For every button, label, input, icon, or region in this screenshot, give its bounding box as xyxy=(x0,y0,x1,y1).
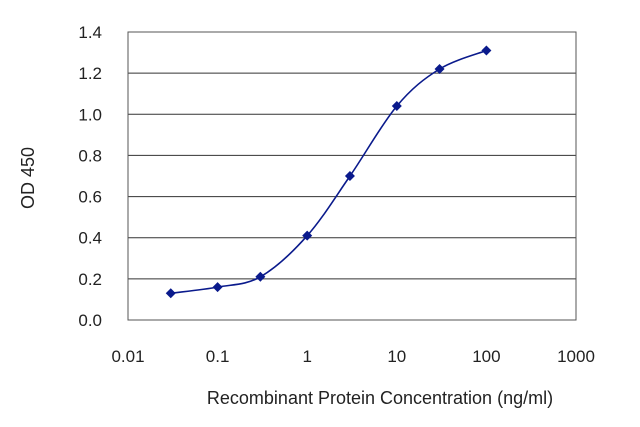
y-axis-label: OD 450 xyxy=(18,147,38,209)
data-point-marker xyxy=(302,230,313,241)
y-axis-ticks: 0.0 0.2 0.4 0.6 0.8 1.0 1.2 1.4 xyxy=(78,23,102,330)
gridlines xyxy=(128,72,576,280)
x-tick-label: 0.01 xyxy=(111,347,144,366)
data-point-marker xyxy=(255,271,266,282)
y-tick-label: 1.0 xyxy=(78,105,102,124)
x-tick-label: 1000 xyxy=(557,347,595,366)
x-tick-label: 0.1 xyxy=(206,347,230,366)
data-point-marker xyxy=(344,171,355,181)
y-tick-label: 0.2 xyxy=(78,270,102,289)
data-point-marker xyxy=(165,288,176,299)
y-tick-label: 0.8 xyxy=(78,146,102,165)
y-tick-label: 0.0 xyxy=(78,311,102,330)
x-tick-label: 100 xyxy=(472,347,500,366)
y-tick-label: 1.2 xyxy=(78,64,102,83)
series-line xyxy=(170,49,487,295)
y-tick-label: 0.4 xyxy=(78,229,102,248)
data-series xyxy=(165,45,492,299)
x-axis-ticks: 0.01 0.1 1 10 100 1000 xyxy=(111,347,594,366)
y-tick-label: 1.4 xyxy=(78,23,102,42)
plot-area-frame xyxy=(127,31,577,321)
data-point-marker xyxy=(212,282,223,293)
y-tick-label: 0.6 xyxy=(78,188,102,207)
x-axis-label: Recombinant Protein Concentration (ng/ml… xyxy=(207,388,553,408)
x-tick-label: 10 xyxy=(387,347,406,366)
data-point-marker xyxy=(481,45,492,56)
data-point-marker xyxy=(434,64,445,75)
data-point-marker xyxy=(391,101,402,112)
x-tick-label: 1 xyxy=(302,347,311,366)
